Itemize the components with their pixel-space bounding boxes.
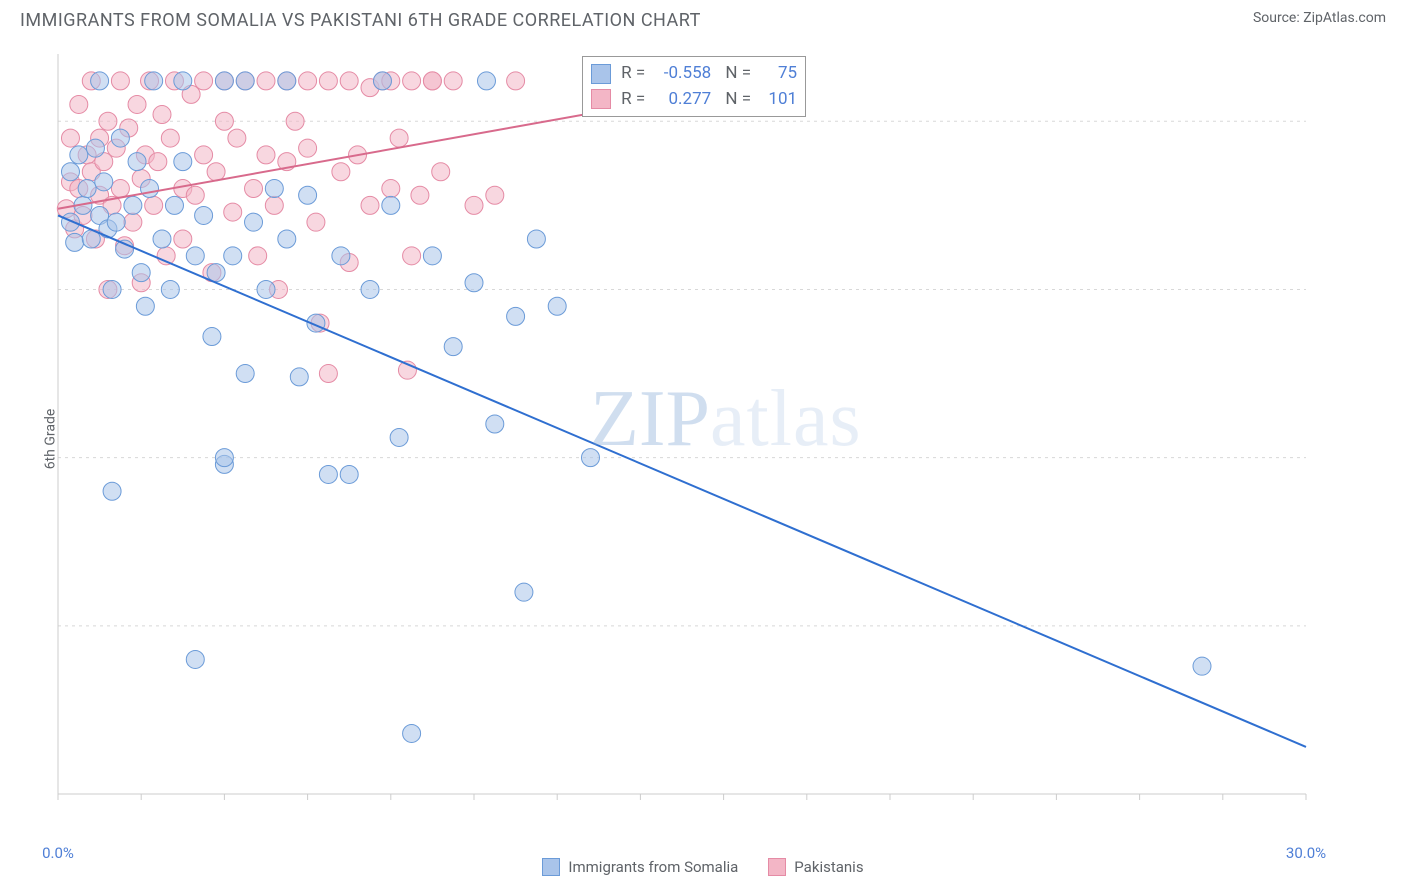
legend: Immigrants from Somalia Pakistanis bbox=[0, 858, 1406, 876]
legend-item-pakistanis: Pakistanis bbox=[768, 858, 863, 876]
legend-swatch-icon bbox=[768, 858, 786, 876]
stats-r-label: R = bbox=[621, 87, 645, 113]
legend-item-somalia: Immigrants from Somalia bbox=[542, 858, 738, 876]
stats-r-value: -0.558 bbox=[655, 61, 711, 87]
source-label: Source: ZipAtlas.com bbox=[1253, 10, 1386, 26]
legend-label: Immigrants from Somalia bbox=[568, 858, 738, 876]
scatter-plot bbox=[50, 44, 1386, 834]
stats-n-value: 75 bbox=[761, 61, 797, 87]
stats-n-label: N = bbox=[721, 61, 751, 87]
stats-n-value: 101 bbox=[761, 87, 797, 113]
chart-container: 6th Grade 85.0%90.0%95.0%100.0% 0.0%30.0… bbox=[50, 44, 1386, 834]
chart-title: IMMIGRANTS FROM SOMALIA VS PAKISTANI 6TH… bbox=[20, 10, 701, 31]
correlation-stats-box: R = -0.558 N = 75 R = 0.277 N = 101 bbox=[582, 56, 806, 117]
stats-n-label: N = bbox=[721, 87, 751, 113]
stats-r-label: R = bbox=[621, 61, 645, 87]
stats-swatch-icon bbox=[591, 64, 611, 84]
stats-r-value: 0.277 bbox=[655, 87, 711, 113]
legend-swatch-icon bbox=[542, 858, 560, 876]
stats-row: R = 0.277 N = 101 bbox=[591, 87, 797, 113]
legend-label: Pakistanis bbox=[794, 858, 863, 876]
stats-row: R = -0.558 N = 75 bbox=[591, 61, 797, 87]
stats-swatch-icon bbox=[591, 89, 611, 109]
